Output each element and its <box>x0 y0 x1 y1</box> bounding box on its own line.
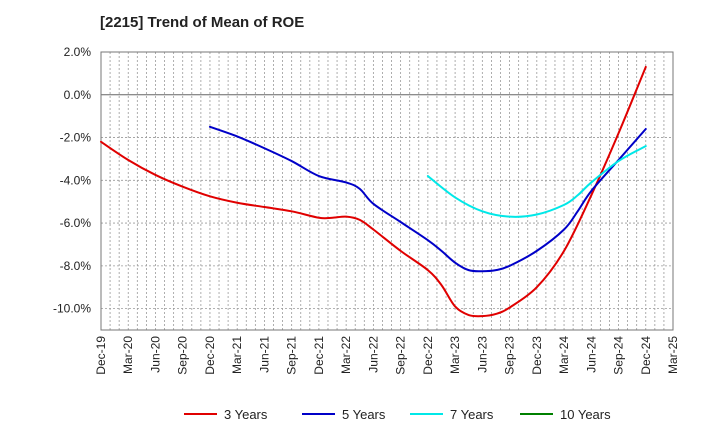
series-line-3-years <box>100 65 647 318</box>
plot-frame <box>100 51 674 331</box>
x-tick-label: Jun-24 <box>584 336 598 373</box>
x-tick-label: Sep-20 <box>176 336 190 375</box>
x-tick-label: Sep-21 <box>285 336 299 375</box>
series-layer <box>100 65 647 318</box>
x-tick-label: Sep-24 <box>612 336 626 375</box>
x-tick-label: Jun-21 <box>257 336 271 373</box>
y-tick-label: -4.0% <box>60 173 92 187</box>
legend: 3 Years 5 Years 7 Years 10 Years <box>184 407 611 422</box>
x-tick-label: Mar-22 <box>339 336 353 374</box>
x-tick-label: Dec-22 <box>421 336 435 375</box>
x-tick-label: Mar-24 <box>557 336 571 374</box>
legend-label: 5 Years <box>342 407 386 422</box>
y-tick-label: -2.0% <box>60 131 92 145</box>
x-tick-label: Mar-23 <box>448 336 462 374</box>
x-tick-label: Dec-20 <box>203 336 217 375</box>
x-tick-label: Dec-23 <box>530 336 544 375</box>
x-tick-label: Dec-24 <box>639 336 653 375</box>
x-tick-label: Dec-21 <box>312 336 326 375</box>
legend-label: 3 Years <box>224 407 268 422</box>
grid-layer <box>101 51 673 330</box>
x-tick-label: Jun-23 <box>475 336 489 373</box>
y-tick-label: -8.0% <box>60 259 92 273</box>
x-tick-label: Jun-22 <box>366 336 380 373</box>
x-tick-label: Jun-20 <box>148 336 162 373</box>
x-tick-label: Mar-25 <box>666 336 680 374</box>
axis-layer: 2.0% 0.0% -2.0% -4.0% -6.0% -8.0% -10.0% Dec-19… <box>53 45 680 375</box>
x-tick-label: Mar-20 <box>121 336 135 374</box>
y-tick-label: -10.0% <box>53 302 91 316</box>
plot-area <box>101 52 673 330</box>
y-tick-label: -6.0% <box>60 216 92 230</box>
series-line-5-years <box>208 125 647 273</box>
x-tick-label: Sep-22 <box>394 336 408 375</box>
y-tick-label: 2.0% <box>64 45 92 59</box>
x-tick-label: Mar-21 <box>230 336 244 374</box>
legend-label: 7 Years <box>450 407 494 422</box>
series-line-7-years <box>426 145 647 218</box>
chart-title: [2215] Trend of Mean of ROE <box>100 14 305 31</box>
y-tick-label: 0.0% <box>64 88 92 102</box>
legend-label: 10 Years <box>560 407 611 422</box>
x-tick-label: Sep-23 <box>503 336 517 375</box>
x-tick-label: Dec-19 <box>94 336 108 375</box>
